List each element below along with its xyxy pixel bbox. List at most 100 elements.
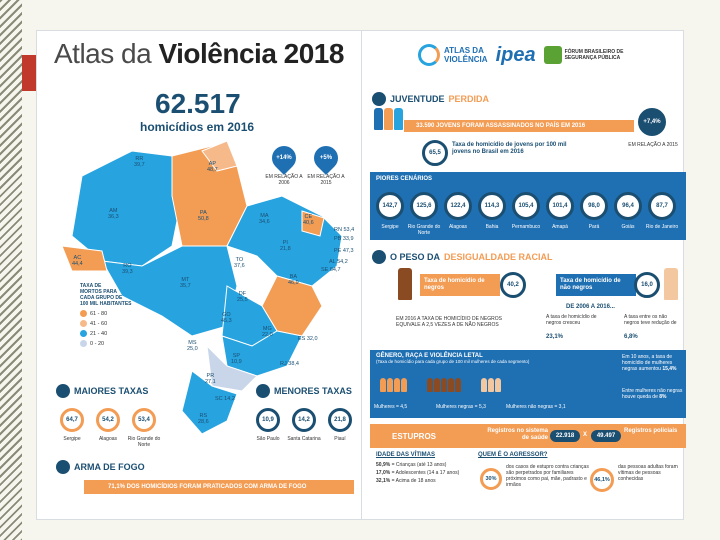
rape-police-value: 49.497 — [591, 430, 621, 442]
age-row: 32,1% = Acima de 18 anos — [376, 478, 436, 484]
nonblack-person-icon — [664, 268, 679, 305]
worst-value: 125,6 — [410, 192, 438, 220]
lowest-label: Santa Catarina — [287, 436, 321, 442]
black-rate: 40,2 — [500, 272, 526, 298]
age-row: 17,0% = Adolescentes (14 a 17 anos) — [376, 470, 460, 476]
youth-rate-text: Taxa de homicídio de jovens por 100 mil … — [452, 142, 567, 155]
gender-note-2: Entre mulheres não negras houve queda de… — [622, 388, 683, 400]
lowest-label: São Paulo — [256, 436, 280, 442]
state-label: AL 54,2 — [329, 259, 348, 265]
worst-value: 87,7 — [648, 192, 676, 220]
black-change: 23,1% — [546, 334, 564, 340]
nonblack-change: 6,8% — [624, 334, 638, 340]
racial-header: O PESO DA DESIGUALDADE RACIAL — [372, 250, 553, 264]
black-rate-label: Taxa de homicídio de negros — [420, 274, 500, 296]
legend-swatch — [80, 310, 87, 317]
worst-value: 105,4 — [512, 192, 540, 220]
highest-value: 54,2 — [96, 408, 120, 432]
youth-header: JUVENTUDE PERDIDA — [372, 92, 489, 106]
women-figures-icon — [380, 378, 502, 397]
circle-icon — [56, 384, 70, 398]
worst-label: Pará — [588, 224, 600, 230]
firearm-header: ARMA DE FOGO — [56, 460, 145, 474]
circle-icon — [256, 384, 270, 398]
state-label: SE 64,7 — [321, 267, 341, 273]
gender-panel: GÊNERO, RAÇA E VIOLÊNCIA LETAL (Taxa de … — [370, 350, 686, 418]
poster-title: Atlas da Violência 2018 — [54, 38, 344, 69]
brazil-map — [61, 136, 360, 436]
aggressor-known-pct: 46,1% — [590, 468, 614, 492]
youth-bar: 33.590 JOVENS FORAM ASSASSINADOS NO PAÍS… — [404, 120, 634, 132]
lowest-label: Piauí — [334, 436, 346, 442]
state-label: CE 40,6 — [303, 214, 314, 226]
change-label-2015: EM RELAÇÃO A 2015 — [307, 174, 345, 186]
aggressor-title: QUEM É O AGRESSOR? — [478, 452, 548, 458]
nonblack-change-text: A taxa entre os não negros teve redução … — [624, 314, 677, 326]
black-person-icon — [398, 268, 413, 305]
atlas-ring-icon — [418, 44, 440, 66]
rape-police-label: Registros policiais — [624, 428, 678, 434]
black-women-rate: Mulheres negras = 5,3 — [436, 404, 486, 410]
region-south — [181, 370, 238, 435]
black-change-text: A taxa de homicídio de negros cresceu — [546, 314, 597, 326]
state-label: MT 35,7 — [180, 277, 191, 289]
state-label: RJ 38,4 — [280, 361, 299, 367]
state-label: AP 48,7 — [207, 161, 218, 173]
highest-label: Sergipe — [63, 436, 81, 442]
aggressor-family-pct: 30% — [480, 468, 502, 490]
atlas-logo: ATLAS DA VIOLÊNCIA — [418, 44, 488, 66]
region-ce — [301, 210, 325, 237]
slide-accent — [22, 55, 36, 91]
state-label: TO 37,6 — [234, 257, 245, 269]
worst-title: PIORES CENÁRIOS — [376, 176, 433, 182]
state-label: PR 27,1 — [205, 373, 216, 385]
rape-panel: ESTUPROS — [370, 424, 686, 448]
state-label: MA 34,6 — [259, 213, 270, 225]
logo-bar: ATLAS DA VIOLÊNCIA ipea FÓRUM BRASILEIRO … — [418, 34, 688, 76]
legend-swatch — [80, 320, 87, 327]
state-label: PI 21,8 — [280, 240, 291, 252]
rape-separator: X — [583, 432, 588, 438]
worst-value: 98,0 — [580, 192, 608, 220]
youth-change-label: EM RELAÇÃO A 2015 — [628, 142, 678, 148]
worst-label: Alagoas — [448, 224, 468, 230]
legend-swatch — [80, 340, 87, 347]
worst-label: Amapá — [552, 224, 568, 230]
aggressor-family-text: dos casos de estupro contra crianças são… — [506, 464, 589, 488]
circle-icon — [372, 250, 386, 264]
region-north-west — [71, 150, 183, 267]
region-sp — [206, 344, 258, 392]
state-label: SP 10,9 — [231, 353, 242, 365]
state-label: MS 25,0 — [187, 340, 198, 352]
state-label: PA 50,8 — [198, 210, 209, 222]
state-label: DF 25,5 — [237, 291, 248, 303]
fbsp-logo: FÓRUM BRASILEIRO DE SEGURANÇA PÚBLICA — [543, 46, 623, 64]
homicides-caption: homicídios em 2016 — [140, 120, 255, 134]
lowest-value: 21,8 — [328, 408, 352, 432]
youth-change: +7,4% — [638, 108, 666, 136]
state-label: RR 39,7 — [134, 156, 145, 168]
ipea-logo: ipea — [495, 43, 536, 66]
worst-label: Pernambuco — [511, 224, 541, 230]
youth-rate: 65,5 — [422, 140, 448, 166]
nonblack-rate: 16,0 — [634, 272, 660, 298]
gender-note-1: Em 10 anos, a taxa de homicídio de mulhe… — [622, 354, 677, 372]
decorative-stripes — [0, 0, 22, 540]
state-label: RO 39,3 — [122, 263, 133, 275]
worst-label: Rio Grande do Norte — [407, 224, 441, 236]
rape-title: ESTUPROS — [392, 431, 437, 441]
lowest-value: 10,9 — [256, 408, 280, 432]
highest-value: 64,7 — [60, 408, 84, 432]
youth-figures-icon — [374, 108, 404, 135]
circle-icon — [372, 92, 386, 106]
state-label: BA 46,9 — [288, 274, 299, 286]
legend-swatch — [80, 330, 87, 337]
region-ac — [61, 245, 108, 272]
firearm-bar: 71,1% DOS HOMICÍDIOS FORAM PRATICADOS CO… — [84, 480, 354, 494]
state-label: PB 33,9 — [334, 236, 354, 242]
worst-value: 114,3 — [478, 192, 506, 220]
state-label: RS 28,6 — [198, 413, 209, 425]
state-label: PE 47,3 — [334, 248, 354, 254]
nonblack-rate-label: Taxa de homicídio de não negros — [556, 274, 636, 296]
age-title: IDADE DAS VÍTIMAS — [376, 452, 436, 458]
